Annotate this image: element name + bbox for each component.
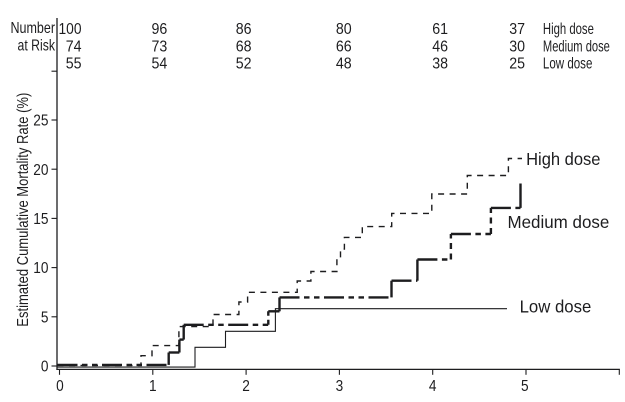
svg-text:30: 30 xyxy=(509,39,525,56)
svg-text:73: 73 xyxy=(152,39,168,56)
svg-text:55: 55 xyxy=(66,56,82,73)
svg-text:80: 80 xyxy=(336,21,352,38)
svg-text:1: 1 xyxy=(149,378,157,395)
svg-text:38: 38 xyxy=(432,56,448,73)
svg-text:48: 48 xyxy=(336,56,352,73)
svg-text:66: 66 xyxy=(336,39,352,56)
svg-text:37: 37 xyxy=(509,21,525,38)
svg-text:Medium dose: Medium dose xyxy=(543,39,610,56)
svg-text:25: 25 xyxy=(33,113,48,130)
svg-text:96: 96 xyxy=(152,21,168,38)
svg-text:5: 5 xyxy=(41,309,49,326)
svg-text:61: 61 xyxy=(432,21,448,38)
svg-text:15: 15 xyxy=(33,211,48,228)
svg-text:54: 54 xyxy=(152,56,168,73)
svg-text:52: 52 xyxy=(236,56,252,73)
svg-text:High dose: High dose xyxy=(526,149,600,169)
svg-text:10: 10 xyxy=(33,260,48,277)
svg-text:Estimated Cumulative Mortality: Estimated Cumulative Mortality Rate (%) xyxy=(15,93,32,327)
svg-text:5: 5 xyxy=(521,378,529,395)
svg-text:0: 0 xyxy=(41,359,49,376)
svg-text:100: 100 xyxy=(59,21,82,38)
svg-text:4: 4 xyxy=(429,378,437,395)
svg-text:20: 20 xyxy=(33,162,48,179)
svg-text:Medium dose: Medium dose xyxy=(508,212,610,232)
svg-text:at Risk: at Risk xyxy=(18,37,56,54)
svg-text:68: 68 xyxy=(236,39,252,56)
svg-text:74: 74 xyxy=(66,39,82,56)
svg-text:Low dose: Low dose xyxy=(543,56,593,73)
svg-text:High dose: High dose xyxy=(543,21,594,38)
svg-text:0: 0 xyxy=(56,378,64,395)
svg-text:Number: Number xyxy=(11,20,56,37)
svg-text:25: 25 xyxy=(509,56,525,73)
svg-text:3: 3 xyxy=(336,378,344,395)
svg-text:46: 46 xyxy=(432,39,448,56)
svg-text:86: 86 xyxy=(236,21,252,38)
svg-text:2: 2 xyxy=(242,378,250,395)
svg-text:Low dose: Low dose xyxy=(520,296,592,316)
